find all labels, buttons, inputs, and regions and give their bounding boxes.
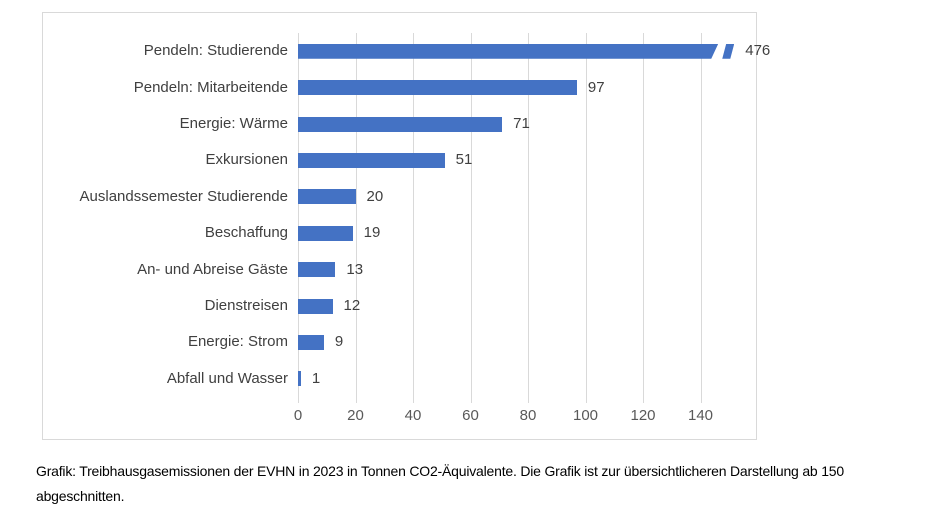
bar (298, 298, 333, 314)
emissions-bar-chart: 0 20 40 60 80 100 120 140 Pendeln: Studierende 47… (42, 12, 770, 440)
bar (298, 152, 445, 168)
category-label: Pendeln: Mitarbeitende (133, 78, 288, 96)
bar (298, 225, 353, 241)
value-label: 51 (455, 151, 473, 169)
value-label: 12 (343, 297, 361, 314)
x-axis-tick-label: 100 (572, 407, 599, 424)
category-label: Energie: Strom (187, 333, 288, 351)
bar (298, 116, 503, 132)
category-label: Auslandssemester Studierende (79, 187, 288, 205)
bar (298, 189, 356, 205)
x-axis-tick (700, 397, 702, 403)
gridline (298, 33, 299, 397)
gridline (355, 33, 357, 397)
value-label: 71 (513, 115, 530, 132)
category-label: Energie: Wärme (179, 115, 288, 132)
gridline (585, 33, 587, 397)
x-axis-tick-label: 20 (347, 407, 364, 424)
gridline (470, 33, 472, 397)
gridline (643, 33, 644, 397)
gridline (700, 33, 702, 397)
x-axis-tick-label: 40 (404, 407, 422, 424)
value-label: 19 (363, 224, 381, 242)
value-label: 9 (334, 333, 344, 351)
x-axis-tick-label: 60 (462, 407, 479, 424)
gridline (413, 33, 414, 397)
value-label: 476 (745, 42, 771, 60)
x-axis-tick-label: 140 (687, 407, 714, 424)
x-axis-tick-label: 80 (519, 407, 537, 424)
category-label: Dienstreisen (204, 297, 288, 314)
value-label: 1 (311, 369, 321, 387)
x-axis-tick (470, 397, 472, 403)
x-axis-tick (528, 397, 529, 403)
x-axis-tick (413, 397, 414, 403)
category-label: An- und Abreise Gäste (137, 260, 288, 278)
x-axis-tick-label: 0 (293, 407, 303, 424)
category-label: Abfall und Wasser (166, 369, 288, 387)
gridline (528, 33, 529, 397)
value-label: 13 (346, 260, 364, 278)
category-label: Pendeln: Studierende (143, 42, 288, 60)
x-axis-tick (643, 397, 644, 403)
chart-caption: Grafik: Treibhausgasemissionen der EVHN … (36, 463, 844, 504)
bar (298, 80, 577, 96)
bar-break-mark (722, 43, 735, 59)
x-axis-tick (585, 397, 587, 403)
value-label: 20 (366, 187, 384, 205)
bar (298, 262, 336, 278)
category-label: Exkursionen (205, 151, 288, 169)
bar (298, 334, 324, 350)
category-label: Beschaffung (204, 224, 288, 242)
x-axis-tick (298, 397, 299, 403)
bar-truncated (298, 44, 718, 59)
x-axis-tick-label: 120 (630, 407, 656, 424)
x-axis-tick (355, 397, 357, 403)
value-label: 97 (587, 78, 605, 96)
bar (298, 371, 301, 387)
